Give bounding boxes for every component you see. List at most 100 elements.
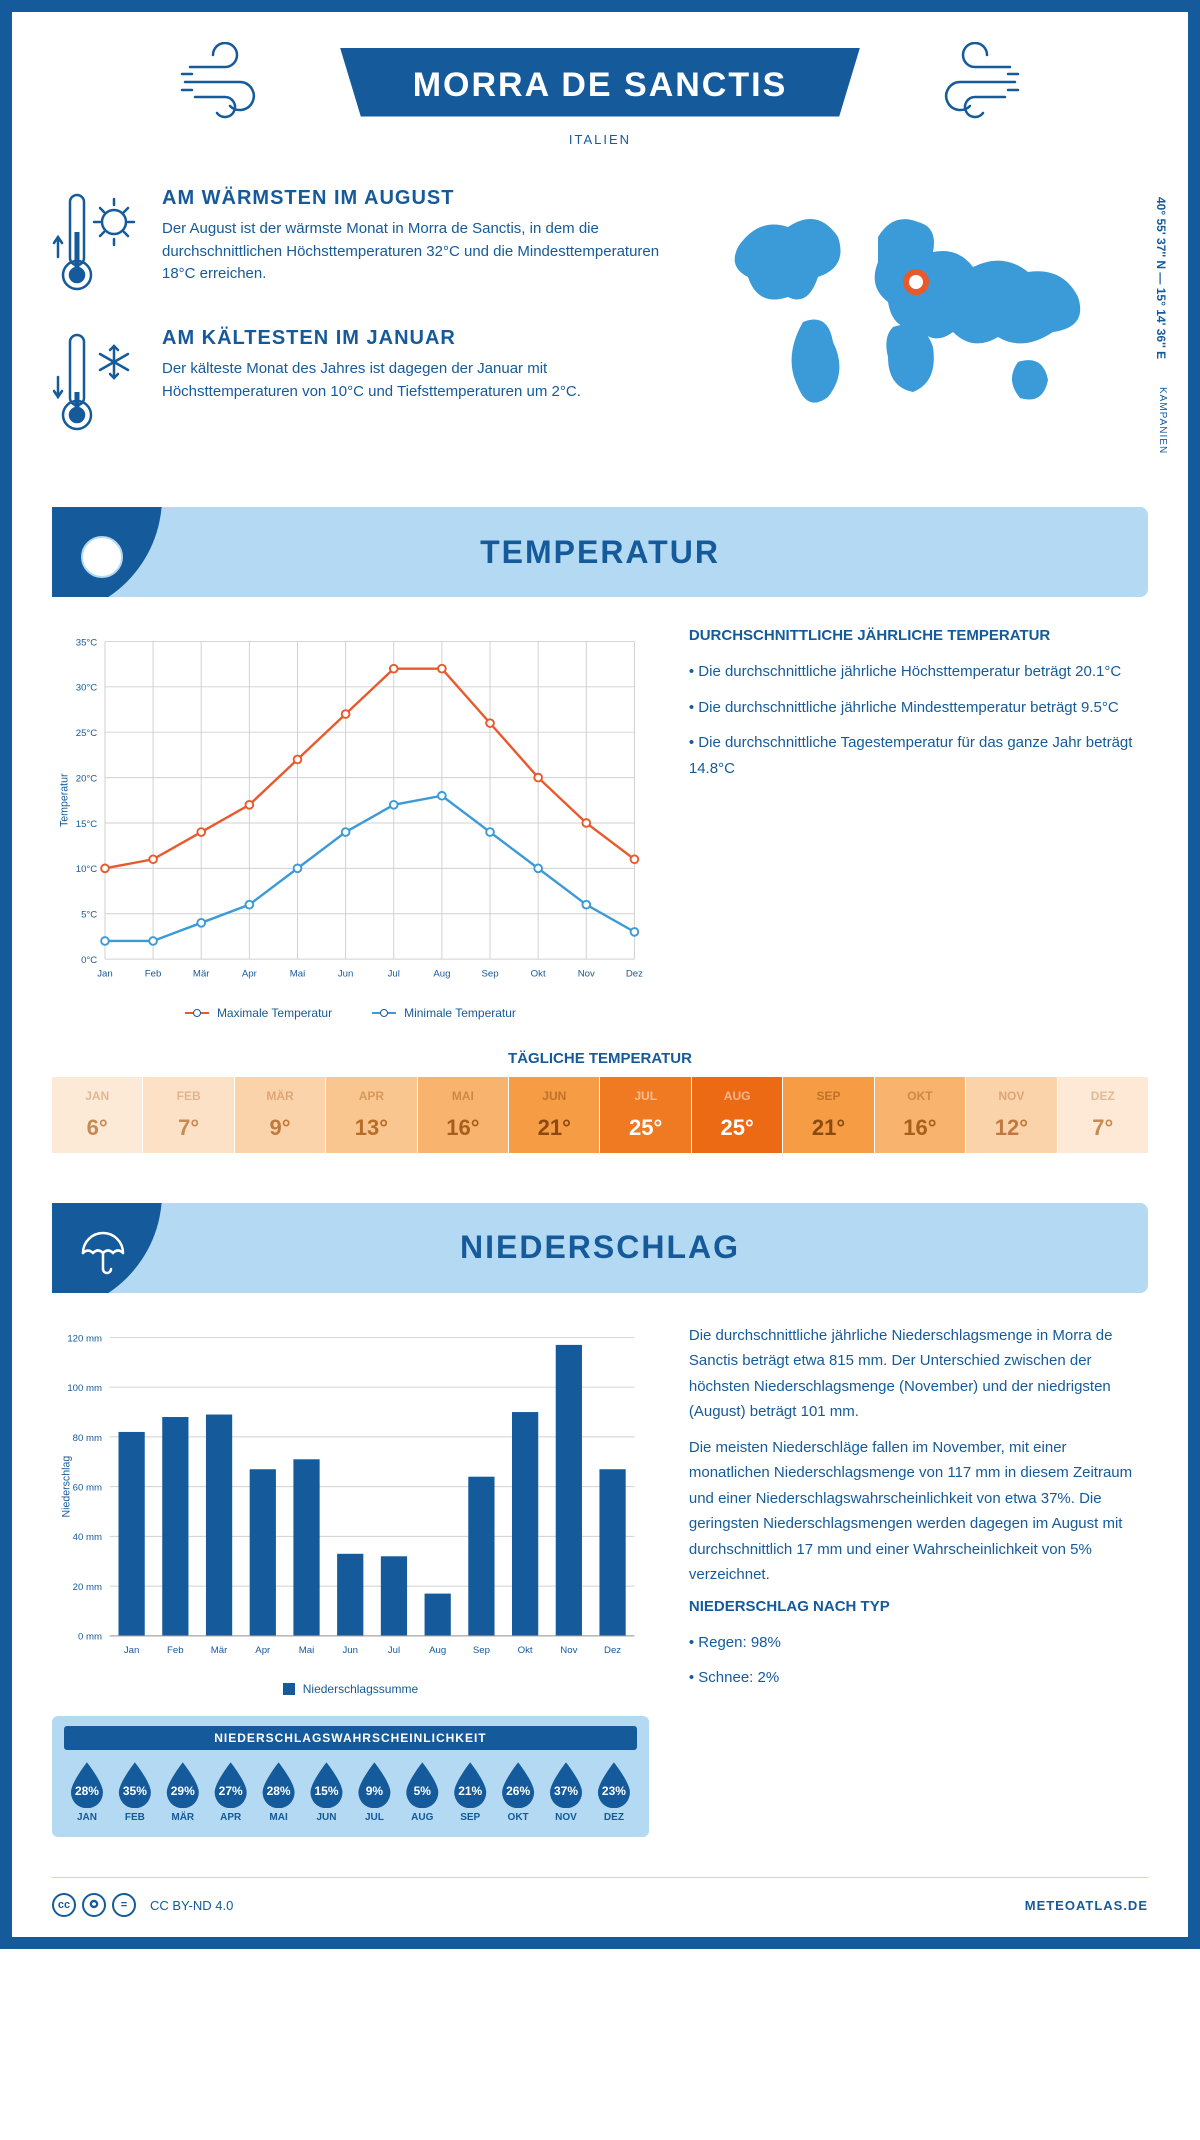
svg-text:100 mm: 100 mm (67, 1383, 102, 1394)
prob-heading: NIEDERSCHLAGSWAHRSCHEINLICHKEIT (64, 1726, 637, 1750)
svg-text:Jul: Jul (388, 1645, 400, 1656)
svg-text:Jun: Jun (342, 1645, 358, 1656)
region-label: KAMPANIEN (1157, 387, 1168, 454)
intro-section: AM WÄRMSTEN IM AUGUST Der August ist der… (52, 187, 1148, 467)
svg-text:Apr: Apr (242, 968, 258, 979)
country-subtitle: ITALIEN (52, 132, 1148, 147)
precip-para-1: Die durchschnittliche jährliche Niedersc… (689, 1323, 1148, 1425)
svg-text:25°C: 25°C (76, 728, 98, 739)
precipitation-probability-box: NIEDERSCHLAGSWAHRSCHEINLICHKEIT 28%JAN35… (52, 1716, 649, 1837)
svg-text:Okt: Okt (518, 1645, 533, 1656)
precip-type-snow: • Schnee: 2% (689, 1665, 1148, 1691)
svg-text:Aug: Aug (433, 968, 450, 979)
warm-heading: AM WÄRMSTEN IM AUGUST (162, 187, 678, 210)
prob-cell: 29%MÄR (160, 1760, 206, 1823)
daily-temp-cell: DEZ7° (1058, 1077, 1148, 1153)
umbrella-icon (75, 1225, 130, 1280)
cold-heading: AM KÄLTESTEN IM JANUAR (162, 327, 678, 350)
thermometer-warm-icon (52, 187, 142, 297)
svg-text:Mai: Mai (290, 968, 305, 979)
svg-text:0°C: 0°C (81, 955, 97, 966)
svg-text:Apr: Apr (255, 1645, 271, 1656)
daily-temp-cell: FEB7° (143, 1077, 233, 1153)
svg-text:0 mm: 0 mm (78, 1632, 102, 1643)
prob-cell: 27%APR (208, 1760, 254, 1823)
daily-temp-table: JAN6°FEB7°MÄR9°APR13°MAI16°JUN21°JUL25°A… (52, 1077, 1148, 1153)
svg-text:20°C: 20°C (76, 773, 98, 784)
by-icon: 🞈 (82, 1893, 106, 1917)
svg-text:Mär: Mär (193, 968, 210, 979)
svg-text:Aug: Aug (429, 1645, 446, 1656)
svg-text:Dez: Dez (626, 968, 643, 979)
temp-side-heading: DURCHSCHNITTLICHE JÄHRLICHE TEMPERATUR (689, 627, 1148, 644)
precipitation-section-header: NIEDERSCHLAG (52, 1203, 1148, 1293)
brand-label: METEOATLAS.DE (1025, 1898, 1148, 1913)
svg-text:Jul: Jul (388, 968, 400, 979)
precip-para-2: Die meisten Niederschläge fallen im Nove… (689, 1435, 1148, 1588)
daily-temp-cell: AUG25° (692, 1077, 782, 1153)
prob-cell: 37%NOV (543, 1760, 589, 1823)
prob-cell: 26%OKT (495, 1760, 541, 1823)
daily-temp-cell: JUL25° (600, 1077, 690, 1153)
svg-text:Niederschlag: Niederschlag (60, 1455, 72, 1517)
wind-icon-right (900, 42, 1020, 122)
daily-temp-cell: OKT16° (875, 1077, 965, 1153)
prob-cell: 35%FEB (112, 1760, 158, 1823)
precip-legend-label: Niederschlagssumme (303, 1682, 418, 1696)
precip-type-heading: NIEDERSCHLAG NACH TYP (689, 1598, 1148, 1615)
daily-temp-heading: TÄGLICHE TEMPERATUR (52, 1050, 1148, 1067)
world-map-icon (708, 187, 1108, 437)
precip-type-rain: • Regen: 98% (689, 1630, 1148, 1656)
legend-max-label: Maximale Temperatur (217, 1006, 332, 1020)
warm-text: Der August ist der wärmste Monat in Morr… (162, 218, 678, 286)
prob-cell: 21%SEP (447, 1760, 493, 1823)
temp-bullet-2: • Die durchschnittliche Tagestemperatur … (689, 730, 1148, 781)
svg-text:Jun: Jun (338, 968, 354, 979)
prob-cell: 15%JUN (304, 1760, 350, 1823)
svg-text:5°C: 5°C (81, 910, 97, 921)
temperature-legend: Maximale Temperatur Minimale Temperatur (52, 1006, 649, 1020)
svg-text:Sep: Sep (473, 1645, 490, 1656)
svg-text:40 mm: 40 mm (73, 1532, 102, 1543)
svg-text:Okt: Okt (531, 968, 546, 979)
license-block: cc 🞈 = CC BY-ND 4.0 (52, 1893, 233, 1917)
svg-text:Mär: Mär (211, 1645, 228, 1656)
coordinates: 40° 55' 37'' N — 15° 14' 36'' E (1154, 197, 1168, 359)
header: MORRA DE SANCTIS (52, 42, 1148, 122)
cc-icon: cc (52, 1893, 76, 1917)
svg-text:Nov: Nov (560, 1645, 577, 1656)
svg-text:Jan: Jan (97, 968, 112, 979)
daily-temp-cell: JAN6° (52, 1077, 142, 1153)
svg-text:Dez: Dez (604, 1645, 621, 1656)
page-title: MORRA DE SANCTIS (400, 66, 800, 105)
daily-temp-cell: JUN21° (509, 1077, 599, 1153)
nd-icon: = (112, 1893, 136, 1917)
precipitation-heading: NIEDERSCHLAG (52, 1229, 1148, 1266)
prob-cell: 28%JAN (64, 1760, 110, 1823)
legend-min-label: Minimale Temperatur (404, 1006, 516, 1020)
svg-text:10°C: 10°C (76, 864, 98, 875)
svg-text:Nov: Nov (578, 968, 595, 979)
temperature-heading: TEMPERATUR (52, 534, 1148, 571)
wind-icon-left (180, 42, 300, 122)
temperature-line-chart: 0°C5°C10°C15°C20°C25°C30°C35°CJanFebMärA… (52, 627, 649, 993)
temperature-section-header: TEMPERATUR (52, 507, 1148, 597)
svg-text:Feb: Feb (167, 1645, 184, 1656)
temp-bullet-0: • Die durchschnittliche jährliche Höchst… (689, 659, 1148, 685)
precipitation-bar-chart: 0 mm20 mm40 mm60 mm80 mm100 mm120 mmJanF… (52, 1323, 649, 1670)
temp-bullet-1: • Die durchschnittliche jährliche Mindes… (689, 695, 1148, 721)
prob-cell: 5%AUG (399, 1760, 445, 1823)
svg-text:Feb: Feb (145, 968, 162, 979)
prob-cell: 9%JUL (351, 1760, 397, 1823)
license-text: CC BY-ND 4.0 (150, 1898, 233, 1913)
precipitation-legend: Niederschlagssumme (52, 1682, 649, 1696)
daily-temp-cell: SEP21° (783, 1077, 873, 1153)
daily-temp-cell: MÄR9° (235, 1077, 325, 1153)
svg-text:30°C: 30°C (76, 683, 98, 694)
footer: cc 🞈 = CC BY-ND 4.0 METEOATLAS.DE (52, 1877, 1148, 1917)
svg-text:Temperatur: Temperatur (58, 773, 70, 827)
svg-text:15°C: 15°C (76, 819, 98, 830)
svg-text:Sep: Sep (481, 968, 498, 979)
title-banner: MORRA DE SANCTIS (340, 48, 860, 117)
daily-temp-cell: NOV12° (966, 1077, 1056, 1153)
